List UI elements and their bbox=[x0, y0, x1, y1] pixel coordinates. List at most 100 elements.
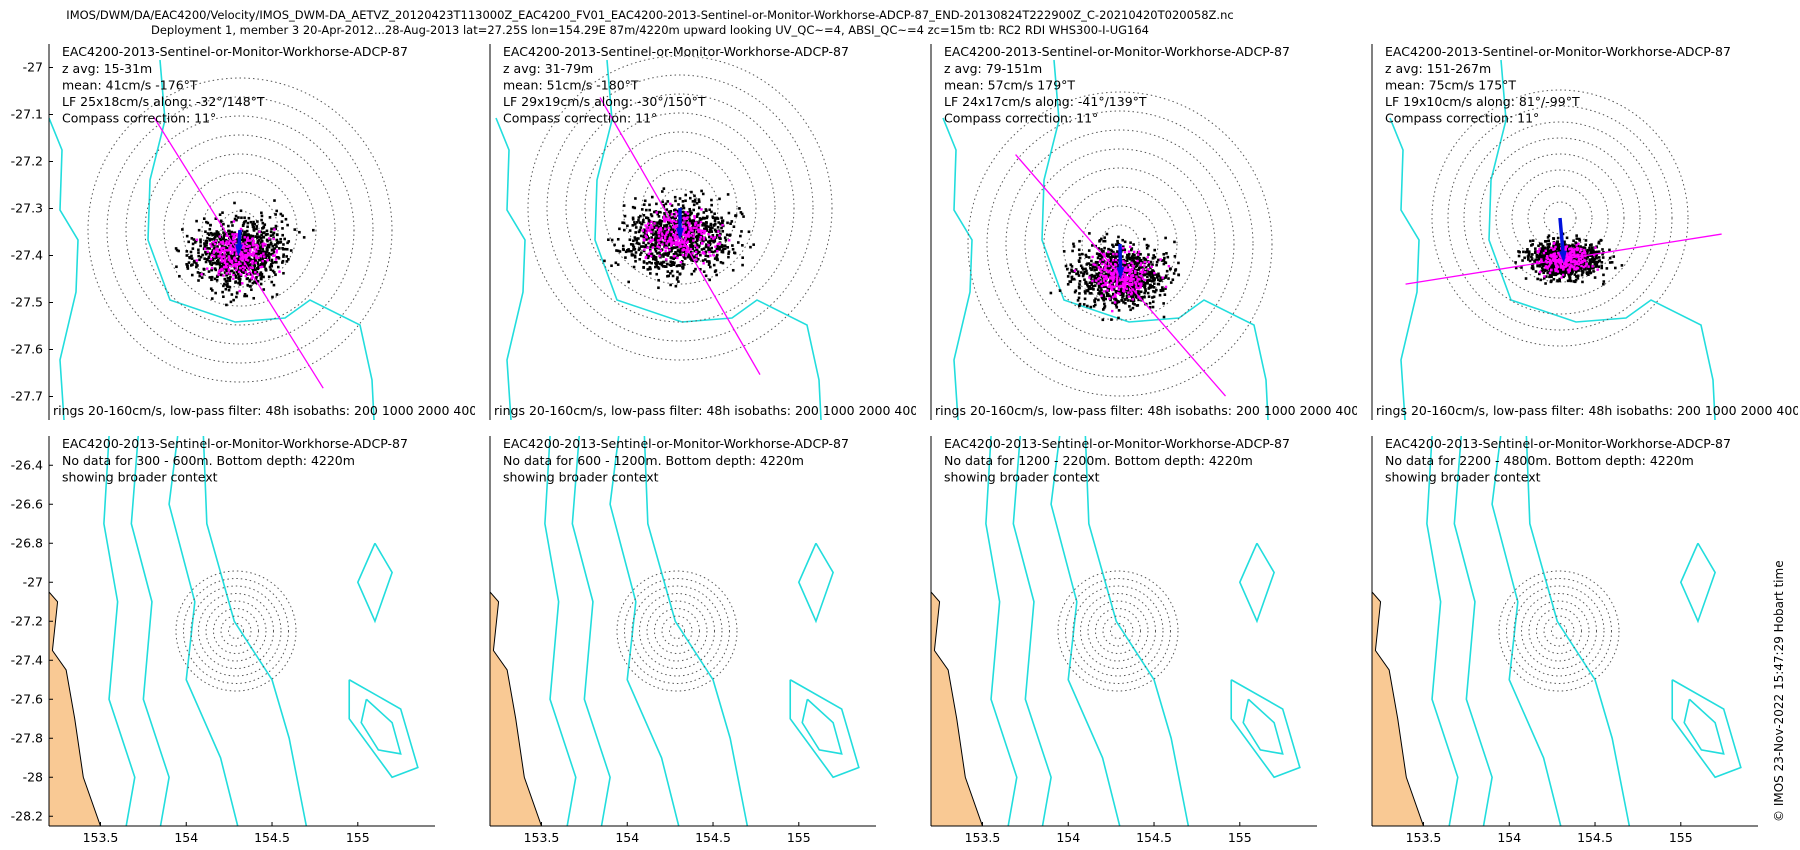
isobath-line-1 bbox=[985, 436, 1018, 826]
ring-6 bbox=[1463, 121, 1657, 315]
panel-annotation-2: mean: 41cm/s -176°T bbox=[62, 78, 198, 93]
plot-area bbox=[49, 59, 393, 420]
ring-6 bbox=[1072, 585, 1164, 677]
y-tick-label: -26.8 bbox=[11, 535, 43, 550]
x-tick-label: 153.5 bbox=[965, 830, 1001, 845]
panel-title: EAC4200-2013-Sentinel-or-Monitor-Workhor… bbox=[503, 436, 849, 451]
isobath-line-1 bbox=[495, 117, 526, 420]
y-tick-label: -27.3 bbox=[11, 201, 43, 216]
ring-2 bbox=[661, 615, 693, 647]
ring-6 bbox=[190, 585, 282, 677]
map-area bbox=[1372, 436, 1742, 826]
ring-6 bbox=[1513, 585, 1605, 677]
scatter-points bbox=[174, 199, 315, 307]
x-tick-label: 155 bbox=[787, 830, 811, 845]
isobath-line-1 bbox=[49, 117, 79, 420]
ring-8 bbox=[1057, 570, 1179, 692]
ring-1 bbox=[1543, 201, 1577, 235]
isobath-line-2 bbox=[571, 436, 611, 826]
ring-2 bbox=[220, 615, 252, 647]
x-tick-label: 154 bbox=[615, 830, 639, 845]
map-area bbox=[931, 436, 1301, 826]
panel-title: EAC4200-2013-Sentinel-or-Monitor-Workhor… bbox=[1385, 436, 1731, 451]
isobath-line-3 bbox=[609, 436, 680, 826]
isobath-line-4 bbox=[1525, 436, 1631, 826]
panel-footer: rings 20-160cm/s, low-pass filter: 48h i… bbox=[1376, 403, 1800, 418]
lowpass-points bbox=[195, 220, 281, 293]
mean-arrow-head bbox=[1558, 250, 1567, 264]
ring-4 bbox=[1087, 600, 1149, 662]
ring-6 bbox=[631, 585, 723, 677]
panel-title: EAC4200-2013-Sentinel-or-Monitor-Workhor… bbox=[944, 44, 1290, 59]
isobath-line-2 bbox=[1488, 59, 1716, 420]
figure-title-line-2: Deployment 1, member 3 20-Apr-2012...28-… bbox=[151, 23, 1149, 37]
mean-arrow-head bbox=[235, 244, 243, 257]
ring-3 bbox=[212, 608, 259, 654]
y-tick-label: -27.2 bbox=[11, 613, 43, 628]
isobath-line-2 bbox=[1041, 59, 1269, 420]
ring-8 bbox=[527, 55, 833, 361]
ring-5 bbox=[1079, 593, 1156, 669]
panel-title: EAC4200-2013-Sentinel-or-Monitor-Workhor… bbox=[62, 44, 408, 59]
ring-1 bbox=[668, 623, 685, 639]
x-tick-label: 154 bbox=[174, 830, 198, 845]
isobath-line-2 bbox=[1012, 436, 1052, 826]
mean-arrow-head bbox=[1116, 267, 1125, 280]
y-tick-label: -27.4 bbox=[11, 652, 43, 667]
x-tick-label: 154 bbox=[1056, 830, 1080, 845]
plot-area bbox=[1389, 59, 1722, 420]
ring-8 bbox=[175, 570, 297, 692]
ring-6 bbox=[125, 115, 355, 345]
x-tick-label: 154.5 bbox=[1577, 830, 1613, 845]
isobath-line-7 bbox=[1683, 698, 1725, 755]
isobath-line-1 bbox=[103, 436, 136, 826]
ring-5 bbox=[197, 593, 274, 669]
x-tick-label: 153.5 bbox=[83, 830, 119, 845]
isobath-line-3 bbox=[168, 436, 239, 826]
ring-1 bbox=[1109, 623, 1126, 639]
panel-annotation-2: mean: 57cm/s 179°T bbox=[944, 78, 1075, 93]
ring-8 bbox=[87, 77, 393, 383]
isobath-line-5 bbox=[1679, 542, 1716, 624]
panel-annotation-3: LF 24x17cm/s along: -41°/139°T bbox=[944, 94, 1147, 109]
isobath-line-7 bbox=[360, 698, 402, 755]
ring-3 bbox=[1511, 169, 1609, 267]
y-tick-label: -27.4 bbox=[11, 248, 43, 263]
panel-annotation-1: z avg: 15-31m bbox=[62, 61, 152, 76]
panel-annotation-1: No data for 300 - 600m. Bottom depth: 42… bbox=[62, 453, 355, 468]
isobath-line-4 bbox=[1084, 436, 1190, 826]
map-panel-2: EAC4200-2013-Sentinel-or-Monitor-Workhor… bbox=[489, 436, 876, 845]
y-tick-label: -27 bbox=[23, 574, 43, 589]
ring-3 bbox=[1535, 608, 1582, 654]
panel-annotation-1: No data for 2200 - 4800m. Bottom depth: … bbox=[1385, 453, 1694, 468]
y-tick-label: -27.8 bbox=[11, 730, 43, 745]
ring-4 bbox=[1043, 167, 1197, 321]
isobath-line-4 bbox=[202, 436, 308, 826]
isobath-line-2 bbox=[1453, 436, 1493, 826]
isobath-line-6 bbox=[1671, 679, 1742, 779]
scatter-panel-4: EAC4200-2013-Sentinel-or-Monitor-Workhor… bbox=[1371, 44, 1800, 420]
isobath-line-6 bbox=[348, 679, 419, 779]
x-tick-label: 155 bbox=[1228, 830, 1252, 845]
panel-annotation-4: Compass correction: 11° bbox=[62, 111, 216, 126]
mean-arrow-head bbox=[676, 227, 684, 241]
ring-3 bbox=[1094, 608, 1141, 654]
isobath-line-5 bbox=[1238, 542, 1275, 624]
isobath-line-1 bbox=[942, 117, 973, 420]
y-tick-label: -27.7 bbox=[11, 389, 43, 404]
ring-5 bbox=[638, 593, 715, 669]
plot-area bbox=[942, 59, 1273, 420]
ring-3 bbox=[622, 150, 738, 266]
panel-footer: rings 20-160cm/s, low-pass filter: 48h i… bbox=[53, 403, 485, 418]
panel-title: EAC4200-2013-Sentinel-or-Monitor-Workhor… bbox=[503, 44, 849, 59]
ring-7 bbox=[1505, 578, 1612, 684]
panel-annotation-4: Compass correction: 11° bbox=[503, 111, 657, 126]
panel-annotation-2: mean: 51cm/s -180°T bbox=[503, 78, 639, 93]
isobath-line-5 bbox=[797, 542, 834, 624]
panel-footer: rings 20-160cm/s, low-pass filter: 48h i… bbox=[935, 403, 1367, 418]
ring-4 bbox=[646, 600, 708, 662]
y-tick-label: -27.6 bbox=[11, 691, 43, 706]
x-tick-label: 154.5 bbox=[695, 830, 731, 845]
panel-title: EAC4200-2013-Sentinel-or-Monitor-Workhor… bbox=[944, 436, 1290, 451]
